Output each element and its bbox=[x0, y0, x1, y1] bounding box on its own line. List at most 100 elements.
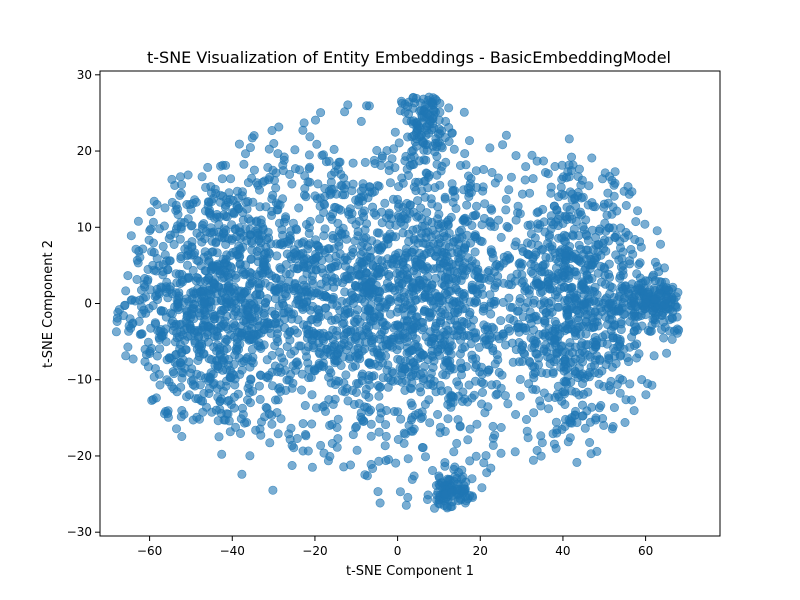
scatter-point bbox=[148, 394, 158, 404]
scatter-point bbox=[249, 165, 259, 175]
scatter-point bbox=[435, 331, 445, 341]
scatter-point bbox=[245, 362, 255, 372]
scatter-point bbox=[149, 238, 159, 248]
scatter-point bbox=[136, 329, 146, 339]
scatter-point bbox=[279, 308, 289, 318]
scatter-point bbox=[550, 316, 560, 326]
scatter-point bbox=[529, 362, 539, 372]
scatter-point bbox=[305, 132, 315, 142]
scatter-point bbox=[616, 223, 626, 233]
scatter-point bbox=[549, 201, 559, 211]
scatter-point bbox=[247, 312, 257, 322]
scatter-point bbox=[668, 307, 678, 317]
scatter-point bbox=[558, 218, 568, 228]
scatter-point bbox=[571, 201, 581, 211]
scatter-point bbox=[407, 474, 417, 484]
scatter-point bbox=[617, 375, 627, 385]
scatter-point bbox=[227, 302, 237, 312]
scatter-point bbox=[358, 183, 368, 193]
x-axis-ticks: −60 −40 −20 0 20 40 60 bbox=[137, 536, 653, 558]
scatter-point bbox=[254, 322, 264, 332]
scatter-point bbox=[332, 326, 342, 336]
scatter-point bbox=[171, 200, 181, 210]
scatter-point bbox=[381, 420, 391, 430]
scatter-point bbox=[213, 416, 223, 426]
scatter-point bbox=[624, 357, 634, 367]
y-tick-label: 30 bbox=[77, 68, 92, 82]
scatter-point bbox=[218, 306, 228, 316]
scatter-point bbox=[487, 168, 497, 178]
scatter-point bbox=[615, 388, 625, 398]
scatter-point bbox=[258, 223, 268, 233]
scatter-point bbox=[503, 399, 513, 409]
scatter-point bbox=[253, 278, 263, 288]
scatter-point bbox=[237, 365, 247, 375]
scatter-point bbox=[143, 362, 153, 372]
scatter-point bbox=[505, 314, 515, 324]
scatter-point bbox=[164, 377, 174, 387]
scatter-point bbox=[605, 272, 615, 282]
scatter-point bbox=[389, 144, 399, 154]
scatter-point bbox=[239, 159, 249, 169]
scatter-point bbox=[347, 290, 357, 300]
scatter-point bbox=[444, 342, 454, 352]
scatter-point bbox=[375, 245, 385, 255]
scatter-point bbox=[364, 330, 374, 340]
scatter-point bbox=[433, 409, 443, 419]
scatter-point bbox=[472, 233, 482, 243]
scatter-point bbox=[463, 253, 473, 263]
scatter-point bbox=[372, 146, 382, 156]
scatter-point bbox=[177, 348, 187, 358]
scatter-point bbox=[368, 202, 378, 212]
scatter-point bbox=[460, 213, 470, 223]
scatter-point bbox=[149, 248, 159, 258]
scatter-point bbox=[403, 454, 413, 464]
scatter-point bbox=[659, 333, 669, 343]
scatter-point bbox=[504, 293, 514, 303]
scatter-point bbox=[304, 150, 314, 160]
scatter-point bbox=[175, 234, 185, 244]
scatter-point bbox=[643, 287, 653, 297]
scatter-point bbox=[450, 462, 460, 472]
scatter-point bbox=[304, 164, 314, 174]
scatter-point bbox=[498, 331, 508, 341]
scatter-point bbox=[347, 209, 357, 219]
scatter-point bbox=[442, 289, 452, 299]
scatter-point bbox=[623, 182, 633, 192]
scatter-point bbox=[230, 380, 240, 390]
scatter-point bbox=[451, 203, 461, 213]
scatter-point bbox=[208, 310, 218, 320]
scatter-point bbox=[477, 387, 487, 397]
scatter-point bbox=[207, 188, 217, 198]
scatter-point bbox=[472, 419, 482, 429]
scatter-point bbox=[408, 277, 418, 287]
scatter-point bbox=[606, 376, 616, 386]
scatter-point bbox=[218, 191, 228, 201]
scatter-point bbox=[437, 143, 447, 153]
scatter-point bbox=[484, 365, 494, 375]
scatter-point bbox=[562, 295, 572, 305]
scatter-point bbox=[361, 282, 371, 292]
scatter-point bbox=[512, 269, 522, 279]
scatter-point bbox=[134, 316, 144, 326]
scatter-point bbox=[591, 340, 601, 350]
scatter-point bbox=[182, 392, 192, 402]
x-tick-label: −20 bbox=[302, 544, 327, 558]
scatter-point bbox=[390, 320, 400, 330]
scatter-point bbox=[339, 462, 349, 472]
scatter-point bbox=[236, 428, 246, 438]
scatter-point bbox=[600, 295, 610, 305]
scatter-point bbox=[669, 326, 679, 336]
scatter-point bbox=[318, 328, 328, 338]
scatter-point bbox=[270, 341, 280, 351]
scatter-point bbox=[522, 249, 532, 259]
scatter-point bbox=[442, 233, 452, 243]
scatter-point bbox=[607, 315, 617, 325]
scatter-point bbox=[342, 234, 352, 244]
scatter-point bbox=[340, 387, 350, 397]
scatter-point bbox=[207, 407, 217, 417]
scatter-point bbox=[312, 317, 322, 327]
scatter-point bbox=[565, 342, 575, 352]
scatter-point bbox=[149, 372, 159, 382]
scatter-point bbox=[218, 386, 228, 396]
